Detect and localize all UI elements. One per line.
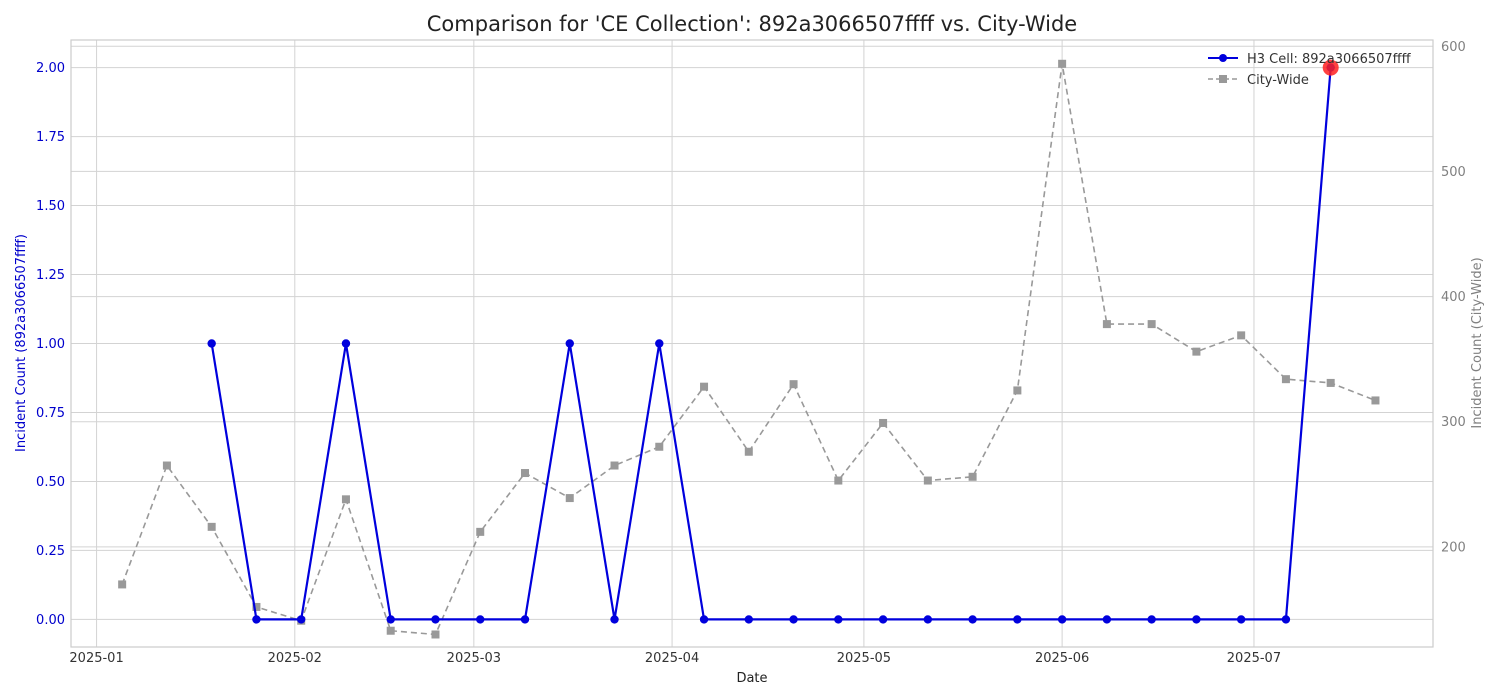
- h3-cell-point: [655, 339, 664, 348]
- city-wide-point: [521, 469, 529, 478]
- h3-cell-point: [296, 615, 306, 624]
- highlight-point: [1322, 59, 1339, 76]
- grid: [71, 40, 1433, 647]
- city-wide-point: [431, 630, 440, 639]
- right-tick-label: 400: [1441, 290, 1466, 305]
- city-wide-point: [341, 495, 350, 504]
- left-axis-ticks: 0.00 0.25 0.50 0.75 1.00 1.25 1.50 1.75 2.00: [36, 61, 65, 628]
- h3-cell-point: [476, 615, 485, 624]
- h3-cell-point: [789, 615, 798, 624]
- left-tick-label: 1.00: [36, 337, 65, 352]
- left-tick-label: 1.75: [36, 130, 65, 145]
- h3-cell-point: [1192, 615, 1201, 624]
- city-wide-series: [118, 59, 1380, 639]
- right-tick-label: 500: [1441, 165, 1466, 180]
- h3-cell-series: [207, 63, 1335, 624]
- h3-cell-point: [610, 615, 619, 624]
- city-wide-line: [121, 63, 1376, 636]
- city-wide-point: [1371, 396, 1380, 405]
- chart-title: Comparison for 'CE Collection': 892a3066…: [427, 12, 1077, 36]
- right-tick-label: 200: [1441, 540, 1466, 555]
- x-tick-label: 2025-05: [837, 651, 891, 666]
- h3-cell-line: [210, 67, 1332, 621]
- right-axis-ticks: 200 300 400 500 600: [1441, 40, 1466, 556]
- h3-cell-point: [1102, 615, 1112, 624]
- city-wide-point: [1058, 59, 1067, 68]
- city-wide-point: [1147, 320, 1156, 329]
- right-axis-label: Incident Count (City-Wide): [1470, 257, 1485, 428]
- h3-cell-point: [699, 615, 709, 624]
- city-wide-point: [1192, 347, 1201, 356]
- h3-cell-point: [431, 615, 440, 624]
- x-tick-label: 2025-07: [1227, 651, 1281, 666]
- h3-cell-point: [1013, 615, 1022, 624]
- h3-cell-point: [834, 615, 843, 624]
- x-axis-label: Date: [736, 671, 767, 686]
- city-wide-point: [879, 418, 888, 427]
- x-tick-label: 2025-03: [447, 651, 501, 666]
- city-wide-point: [655, 442, 664, 451]
- h3-cell-point: [1147, 615, 1156, 624]
- city-wide-point: [118, 580, 127, 589]
- h3-cell-point: [252, 615, 261, 624]
- x-axis-ticks: 2025-01 2025-02 2025-03 2025-04 2025-05 2025-…: [69, 651, 1281, 666]
- h3-cell-point: [744, 615, 754, 624]
- legend: H3 Cell: 892a3066507ffff City-Wide: [1208, 52, 1412, 88]
- city-wide-point: [1237, 331, 1246, 340]
- city-wide-point: [968, 472, 977, 481]
- left-tick-label: 0.75: [36, 406, 65, 421]
- city-wide-point: [386, 626, 395, 635]
- left-tick-label: 0.25: [36, 544, 65, 559]
- left-tick-label: 1.50: [36, 199, 65, 214]
- h3-cell-point: [923, 615, 933, 624]
- plot-frame: [70, 39, 1434, 648]
- city-wide-point: [1013, 386, 1022, 395]
- city-wide-point: [923, 476, 932, 485]
- city-wide-point: [744, 447, 753, 456]
- city-wide-point: [162, 461, 171, 470]
- h3-cell-point: [1281, 615, 1291, 624]
- h3-cell-point: [968, 615, 977, 624]
- city-wide-point: [834, 476, 843, 485]
- city-wide-point: [565, 494, 574, 503]
- city-wide-point: [476, 527, 485, 536]
- left-tick-label: 1.25: [36, 268, 65, 283]
- h3-cell-point: [1236, 615, 1246, 624]
- city-wide-point: [1281, 375, 1290, 384]
- x-tick-label: 2025-04: [645, 651, 699, 666]
- city-wide-point: [1102, 320, 1111, 329]
- city-wide-point: [789, 380, 798, 389]
- right-tick-label: 300: [1441, 415, 1466, 430]
- left-tick-label: 0.00: [36, 613, 65, 628]
- h3-cell-point: [1057, 615, 1067, 624]
- legend-city-marker: [1219, 75, 1227, 83]
- legend-h3-label: H3 Cell: 892a3066507ffff: [1247, 52, 1412, 67]
- left-axis-label: Incident Count (892a3066507ffff): [14, 234, 29, 452]
- highlight-layer: [1322, 59, 1339, 76]
- city-wide-point: [207, 522, 216, 531]
- h3-cell-point: [520, 615, 530, 624]
- city-wide-point: [700, 382, 709, 391]
- legend-h3-marker: [1219, 54, 1227, 62]
- h3-cell-point: [878, 615, 888, 624]
- city-wide-point: [1326, 378, 1335, 387]
- h3-cell-point: [207, 339, 216, 348]
- h3-cell-point: [565, 339, 574, 348]
- city-wide-point: [252, 602, 261, 611]
- x-tick-label: 2025-02: [268, 651, 322, 666]
- city-wide-point: [610, 461, 619, 470]
- x-tick-label: 2025-06: [1035, 651, 1089, 666]
- legend-city-label: City-Wide: [1247, 73, 1309, 88]
- left-tick-label: 0.50: [36, 475, 65, 490]
- x-tick-label: 2025-01: [69, 651, 123, 666]
- h3-cell-point: [386, 615, 395, 624]
- h3-cell-point: [341, 339, 351, 348]
- right-tick-label: 600: [1441, 40, 1466, 55]
- left-tick-label: 2.00: [36, 61, 65, 76]
